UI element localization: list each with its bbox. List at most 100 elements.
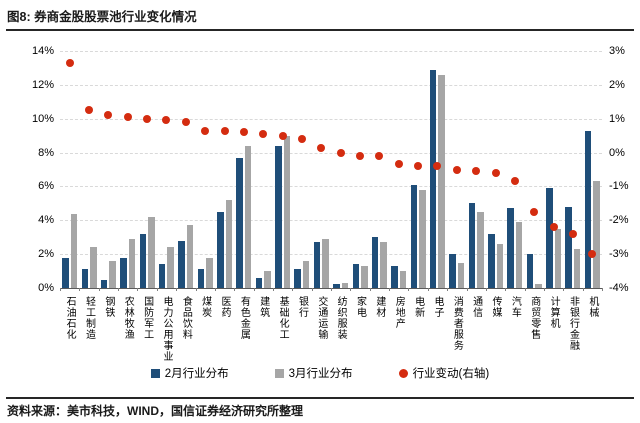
- x-tick: [524, 288, 526, 291]
- x-axis-label-医药: 医药: [219, 296, 231, 318]
- mar-bar-通信: [477, 211, 484, 288]
- x-axis-label-钢铁: 钢铁: [102, 296, 114, 318]
- x-axis-label-通信: 通信: [470, 296, 482, 318]
- x-axis-label-汽车: 汽车: [509, 296, 521, 318]
- change-dot-消费者服务: [452, 165, 461, 174]
- x-tick: [156, 288, 158, 291]
- x-axis-label-传媒: 传媒: [490, 296, 502, 318]
- x-tick: [118, 288, 120, 291]
- change-dot-计算机: [549, 223, 558, 232]
- feb-bar-消费者服务: [449, 254, 456, 288]
- feb-bar-计算机: [546, 188, 553, 288]
- x-tick: [137, 288, 139, 291]
- x-axis-labels: 石油石化 轻工制造 钢铁 农林牧渔 国防军工 电力公用事业 食品饮料 煤炭 医药 有色金属 建筑 基础…: [0, 294, 640, 366]
- feb-bar-国防军工: [139, 233, 147, 288]
- x-tick: [447, 288, 449, 291]
- change-dot-swatch: [398, 368, 408, 378]
- change-dot-电力公用事业: [162, 116, 171, 125]
- right-axis-label--4%: -4%: [609, 282, 629, 294]
- x-axis-label-银行: 银行: [296, 296, 308, 318]
- mar-bar-钢铁: [109, 260, 116, 288]
- x-axis-label-家电: 家电: [354, 296, 366, 318]
- left-axis-label-6%: 6%: [38, 180, 54, 193]
- x-axis-label-建筑: 建筑: [257, 296, 269, 318]
- legend-item-feb: 2月行业分布: [150, 365, 229, 381]
- feb-bar-轻工制造: [81, 269, 89, 288]
- change-dot-基础化工: [278, 131, 287, 140]
- right-axis-label-3%: 3%: [609, 45, 625, 57]
- x-tick: [214, 288, 216, 291]
- right-axis-label--2%: -2%: [609, 214, 629, 227]
- mar-bar-基础化工: [283, 135, 291, 288]
- feb-bar-基础化工: [275, 145, 282, 288]
- gridline-8: [60, 152, 602, 154]
- mar-bar-电子: [438, 74, 445, 288]
- gridline-2: [60, 254, 602, 256]
- x-tick: [176, 288, 178, 291]
- change-dot-建材: [375, 151, 384, 160]
- x-axis-label-消费者服务: 消费者服务: [451, 296, 463, 351]
- x-tick: [582, 288, 584, 291]
- x-axis-label-食品饮料: 食品饮料: [180, 296, 192, 340]
- change-dot-房地产: [394, 160, 403, 169]
- right-axis-label--3%: -3%: [609, 248, 629, 261]
- feb-bar-交通运输: [313, 242, 321, 288]
- feb-bar-房地产: [391, 266, 398, 288]
- change-dot-建筑: [259, 129, 268, 138]
- x-tick: [350, 288, 352, 291]
- feb-bar-电力公用事业: [158, 264, 166, 288]
- feb-bar-电子: [429, 69, 437, 288]
- x-axis-label-国防军工: 国防军工: [141, 296, 153, 340]
- left-axis-label-14%: 14%: [31, 45, 54, 57]
- x-tick: [60, 288, 61, 291]
- change-dot-通信: [472, 167, 481, 176]
- x-axis-label-交通运输: 交通运输: [315, 296, 327, 340]
- feb-bar-汽车: [507, 208, 514, 288]
- change-dot-交通运输: [317, 143, 326, 152]
- mar-bar-计算机: [554, 228, 562, 288]
- gridline-12: [60, 84, 602, 86]
- mar-bar-有色金属: [244, 145, 252, 288]
- change-dot-传媒: [491, 168, 500, 177]
- x-axis-label-计算机: 计算机: [548, 296, 560, 329]
- x-tick: [543, 288, 545, 291]
- left-axis-label-4%: 4%: [38, 214, 54, 227]
- x-tick: [292, 288, 294, 291]
- x-tick: [408, 288, 410, 291]
- mar-bar-银行: [302, 260, 310, 288]
- mar-bar-轻工制造: [90, 247, 97, 288]
- change-dot-钢铁: [104, 111, 113, 120]
- legend-item-mar: 3月行业分布: [274, 365, 353, 381]
- mar-bar-家电: [361, 266, 368, 288]
- x-tick: [427, 288, 429, 291]
- change-dot-电子: [433, 162, 442, 171]
- chart-legend: 2月行业分布 3月行业分布 行业变动(右轴): [0, 365, 640, 381]
- mar-bar-建材: [380, 242, 387, 288]
- x-tick: [505, 288, 507, 291]
- legend-label-mar: 3月行业分布: [288, 368, 353, 380]
- mar-bar-交通运输: [322, 238, 329, 288]
- mar-bar-石油石化: [70, 213, 78, 288]
- industry-distribution-chart: 0% 2% 4% 6% 8% 10% 12% 14% -4% -3% -2% -1% 0% 1% 2% 3%: [0, 38, 640, 294]
- left-axis-label-2%: 2%: [38, 248, 54, 261]
- x-tick: [195, 288, 197, 291]
- x-axis-label-电新: 电新: [412, 296, 424, 318]
- x-axis-label-农林牧渔: 农林牧渔: [122, 296, 134, 340]
- x-axis-label-电子: 电子: [431, 296, 443, 318]
- feb-bar-swatch: [150, 368, 160, 378]
- feb-bar-农林牧渔: [120, 257, 127, 288]
- x-axis-label-商贸零售: 商贸零售: [528, 296, 540, 340]
- feb-bar-非银行金融: [565, 206, 572, 288]
- x-tick: [466, 288, 468, 291]
- change-dot-机械: [588, 250, 597, 259]
- right-axis-label-2%: 2%: [609, 78, 625, 91]
- change-dot-煤炭: [201, 126, 210, 135]
- mar-bar-非银行金融: [573, 249, 581, 288]
- left-axis-label-8%: 8%: [38, 146, 54, 159]
- legend-item-change: 行业变动(右轴): [398, 365, 489, 381]
- x-tick: [331, 288, 332, 291]
- change-dot-轻工制造: [85, 106, 94, 115]
- x-tick: [485, 288, 487, 291]
- x-tick: [389, 288, 391, 291]
